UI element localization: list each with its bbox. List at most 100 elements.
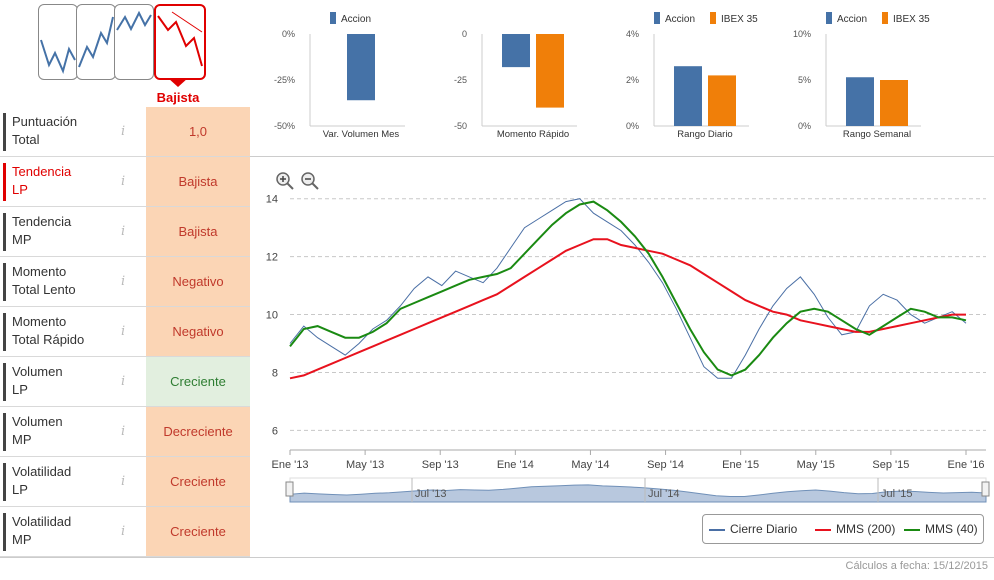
legend-label: Accion [341,14,371,25]
chart-legend: Cierre Diario MMS (200) MMS (40) [702,514,984,544]
info-icon[interactable]: i [121,424,126,439]
indicator-list: Puntuación Total i 1,0 Tendencia LP i Bajista Te… [0,107,250,557]
trend-up-icon[interactable] [76,4,116,80]
y-tick-label: 14 [266,194,278,206]
trend-selector: Bajista [38,4,210,105]
bar-ibex [880,80,908,126]
info-icon[interactable]: i [121,374,126,389]
series-cierre-diario [289,198,967,379]
trend-selected-label: Bajista [156,90,200,105]
indicator-label: Volatilidad LP [3,463,112,501]
indicator-value: Decreciente [146,407,250,456]
chart-title: Momento Rápido [497,129,569,140]
legend-label: Accion [665,14,695,25]
indicator-value: 1,0 [146,107,250,156]
divider [250,156,994,157]
navigator-handle-left [285,481,294,497]
indicator-value: Bajista [146,157,250,206]
zoom-out-icon[interactable] [301,172,319,190]
zoom-in-icon[interactable] [276,172,294,190]
mini-chart: Accion 0% -25% -50% Var. Volumen Mes [274,12,405,140]
tick-label: 5% [798,75,811,85]
info-icon[interactable]: i [121,324,126,339]
x-tick-label: Ene '16 [948,459,985,471]
mini-chart: Accion IBEX 35 4% 2% 0% Rango Diario [626,12,930,140]
legend-swatch [882,12,888,24]
indicator-row[interactable]: Puntuación Total i 1,0 [0,107,250,157]
x-tick-label: Ene '15 [722,459,759,471]
legend-item-mms200[interactable]: MMS (200) [815,522,895,536]
indicator-value: Creciente [146,507,250,556]
indicator-row[interactable]: Volatilidad MP i Creciente [0,507,250,557]
indicator-row[interactable]: Momento Total Lento i Negativo [0,257,250,307]
indicator-value: Creciente [146,357,250,406]
indicator-row[interactable]: Tendencia MP i Bajista [0,207,250,257]
indicator-value: Negativo [146,257,250,306]
y-tick-label: 8 [272,367,278,379]
bar-ibex [708,75,736,126]
indicator-label: Momento Total Rápido [3,313,112,351]
trend-lateral-up-icon[interactable] [114,4,154,80]
tick-label: 0% [282,29,295,39]
info-icon[interactable]: i [121,124,126,139]
price-chart[interactable]: 6 8 10 12 14 Ene '13 May '13 Sep '13 Ene '14 May … [250,160,994,560]
chart-title: Rango Diario [677,129,732,140]
x-tick-label: May '13 [346,459,384,471]
bar-accion [502,34,530,68]
info-icon[interactable]: i [121,174,126,189]
divider [0,557,994,558]
summary-bar-charts: Accion 0% -25% -50% Var. Volumen Mes Accion IB… [274,12,930,140]
mini-chart: Accion IBEX 35 0 -25 -50 Momento Rápido [454,12,758,140]
tick-label: 2% [626,75,639,85]
bar-ibex [536,34,564,108]
tick-label: -50% [274,121,295,131]
legend-label: Accion [837,14,867,25]
indicator-label: Volatilidad MP [3,513,112,551]
trend-lateral-icon[interactable] [38,4,78,80]
y-tick-label: 12 [266,252,278,264]
indicator-sidebar: Bajista Puntuación Total i 1,0 Tendencia LP i B… [0,0,250,560]
info-icon[interactable]: i [121,224,126,239]
tick-label: -25 [454,75,467,85]
indicator-row[interactable]: Volumen MP i Decreciente [0,407,250,457]
legend-item-mms40[interactable]: MMS (40) [904,522,978,536]
indicator-value: Creciente [146,457,250,506]
bar-accion [846,77,874,126]
bar-accion [347,34,375,101]
indicator-label: Tendencia LP [3,163,112,201]
indicator-row[interactable]: Volumen LP i Creciente [0,357,250,407]
indicator-label: Momento Total Lento [3,263,112,301]
indicator-value: Bajista [146,207,250,256]
chart-title: Rango Semanal [843,129,911,140]
navigator-label: Jul '13 [415,488,446,500]
trend-down-icon[interactable] [154,4,206,80]
x-tick-label: Ene '13 [272,459,309,471]
y-tick-label: 6 [272,425,278,437]
indicator-label: Tendencia MP [3,213,112,251]
legend-swatch [654,12,660,24]
tick-label: 0 [462,29,467,39]
indicator-label: Puntuación Total [3,113,112,151]
legend-swatch [826,12,832,24]
legend-swatch [330,12,336,24]
navigator-label: Jul '15 [881,488,912,500]
series-mms-40- [289,200,967,377]
legend-label: IBEX 35 [721,14,758,25]
indicator-row[interactable]: Tendencia LP i Bajista [0,157,250,207]
tick-label: -25% [274,75,295,85]
tick-label: 10% [793,29,811,39]
legend-swatch [710,12,716,24]
tick-label: -50 [454,121,467,131]
legend-item-diario[interactable]: Cierre Diario [709,522,797,536]
info-icon[interactable]: i [121,274,126,289]
x-tick-label: May '15 [797,459,835,471]
info-icon[interactable]: i [121,474,126,489]
x-tick-label: May '14 [571,459,609,471]
x-tick-label: Ene '14 [497,459,534,471]
indicator-row[interactable]: Volatilidad LP i Creciente [0,457,250,507]
indicator-value: Negativo [146,307,250,356]
info-icon[interactable]: i [121,524,126,539]
navigator-handle-right [981,481,990,497]
indicator-row[interactable]: Momento Total Rápido i Negativo [0,307,250,357]
